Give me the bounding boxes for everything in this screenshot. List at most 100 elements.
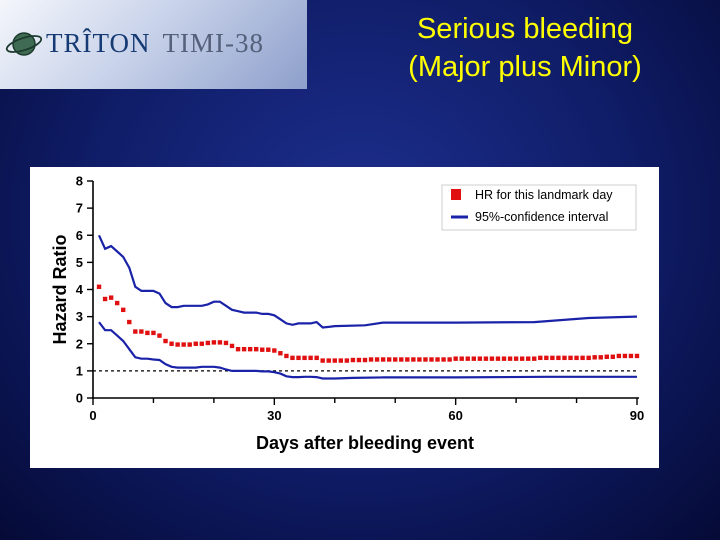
hr-point <box>235 346 241 352</box>
hr-point <box>495 356 501 361</box>
chart-panel: 0 1 2 3 4 5 6 7 8 0 30 60 90 Days after bleeding even… <box>30 167 659 468</box>
hr-point <box>610 354 616 359</box>
hr-point <box>483 356 489 361</box>
hr-point <box>465 356 470 361</box>
hr-point <box>290 355 295 361</box>
hr-point <box>229 343 235 349</box>
hr-point <box>193 341 198 346</box>
legend-box <box>441 184 637 231</box>
hr-point <box>604 354 609 359</box>
y-tick-label: 6 <box>76 228 83 243</box>
hr-point <box>374 357 380 362</box>
slide-title-line1: Serious bleeding <box>416 13 634 45</box>
hr-point <box>453 356 458 361</box>
hr-point <box>532 356 537 361</box>
ci-lower-line <box>98 321 637 380</box>
hr-point <box>175 342 180 347</box>
slide-title-line2: (Major plus Minor) <box>408 51 642 83</box>
hr-point <box>211 340 217 345</box>
hr-point <box>302 355 307 361</box>
hr-point <box>501 356 507 361</box>
hr-point <box>241 346 247 352</box>
hr-point <box>586 355 591 361</box>
hr-point <box>254 346 259 352</box>
hr-point <box>247 346 253 352</box>
y-tick-label: 8 <box>76 174 83 189</box>
hr-point <box>556 355 561 361</box>
hr-point <box>350 357 356 363</box>
hr-point <box>380 357 386 362</box>
x-tick-label: 30 <box>267 408 281 423</box>
hr-point <box>181 342 186 347</box>
hr-point <box>296 355 301 361</box>
hr-point <box>489 356 495 361</box>
hr-point <box>223 340 229 346</box>
hr-point <box>526 356 531 361</box>
hr-point <box>108 295 114 300</box>
hr-point <box>133 329 138 334</box>
hr-point <box>217 340 223 345</box>
hr-point <box>592 355 597 360</box>
hr-point <box>139 329 144 334</box>
hr-point <box>332 358 337 363</box>
hr-point <box>459 356 464 361</box>
y-tick-label: 5 <box>76 255 83 270</box>
legend-label-hr: HR for this landmark day <box>475 188 613 202</box>
hr-point <box>326 358 331 363</box>
hr-point <box>199 341 204 346</box>
y-tick-label: 4 <box>76 282 84 297</box>
hr-point <box>205 340 211 346</box>
hr-point <box>344 358 350 363</box>
hr-point <box>308 355 313 361</box>
hr-point <box>151 330 156 336</box>
ci-upper-line <box>97 234 638 329</box>
globe-orbit-icon <box>5 32 43 56</box>
hr-point <box>616 353 622 359</box>
x-tick-label: 90 <box>630 408 644 423</box>
hr-point <box>519 356 525 361</box>
hr-point <box>399 357 404 362</box>
hr-point <box>96 284 102 289</box>
x-tick-label: 0 <box>89 408 96 423</box>
hr-point <box>568 355 573 361</box>
hr-point <box>405 357 410 362</box>
hr-point <box>574 355 579 361</box>
hr-point <box>477 356 483 361</box>
hr-point <box>417 357 422 362</box>
hr-point <box>435 357 440 362</box>
hr-point <box>471 356 476 361</box>
hr-point <box>622 353 628 359</box>
hr-point <box>538 355 543 361</box>
x-tick-label: 60 <box>448 408 462 423</box>
hr-point <box>441 357 446 362</box>
hr-point <box>102 296 108 302</box>
hr-point <box>260 347 265 352</box>
hr-point <box>507 356 513 361</box>
hr-point <box>598 355 603 360</box>
hr-point <box>513 356 519 361</box>
hr-point <box>157 333 162 338</box>
hazard-ratio-chart: 0 1 2 3 4 5 6 7 8 0 30 60 90 Days after bleeding even… <box>50 174 644 454</box>
hr-point <box>550 355 555 361</box>
hr-point <box>284 353 289 359</box>
trial-logo: TRÎTON TIMI-38 <box>0 0 307 89</box>
hr-point <box>429 357 434 362</box>
hr-point <box>628 353 634 359</box>
legend-marker-hr <box>451 189 461 200</box>
logo-trial: TIMI-38 <box>162 28 264 58</box>
hr-point <box>362 357 368 363</box>
hr-point <box>393 357 398 362</box>
y-axis-label: Hazard Ratio <box>50 234 70 344</box>
hr-point <box>272 348 277 353</box>
y-tick-label: 2 <box>76 336 83 351</box>
hr-point <box>562 355 567 361</box>
hr-point <box>266 347 271 352</box>
hr-point <box>320 358 325 363</box>
hr-point <box>187 342 192 347</box>
slide-title: Serious bleeding (Major plus Minor) <box>360 10 690 86</box>
hr-point <box>356 357 362 363</box>
logo-brand: TRÎTON <box>46 28 151 58</box>
hr-point <box>278 351 283 356</box>
hr-point <box>121 307 126 313</box>
hr-point <box>386 357 392 362</box>
